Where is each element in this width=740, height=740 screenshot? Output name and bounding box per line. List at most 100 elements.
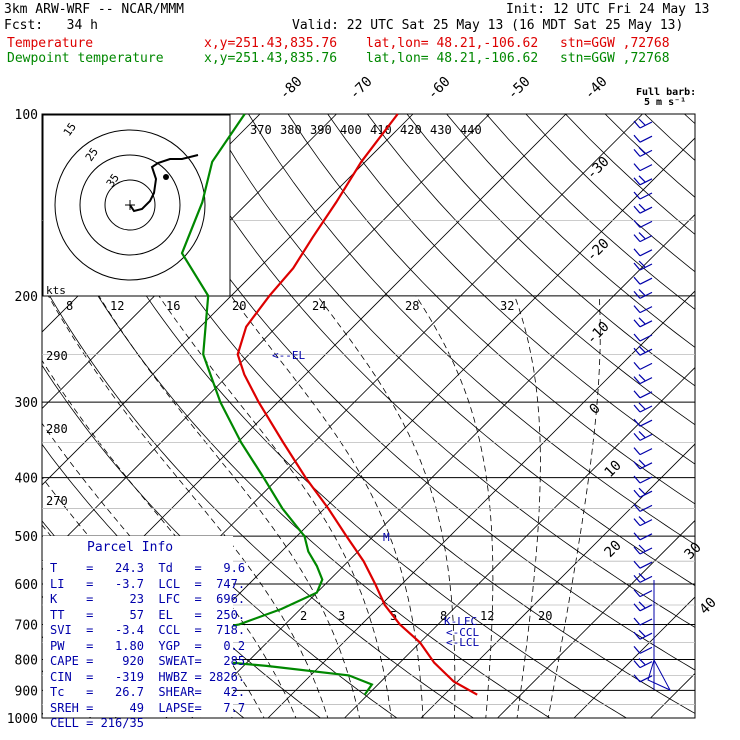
wind-barb [633, 601, 653, 612]
isotherm-line [42, 114, 414, 486]
wind-barb [633, 203, 653, 214]
parcel-info-row: K = 23 LFC = 696. [50, 592, 246, 606]
wind-barb [633, 418, 653, 427]
wind-barb [633, 589, 653, 598]
wind-barb [633, 146, 653, 157]
hodograph-ring-label: 15 [61, 120, 79, 138]
theta-label: 290 [46, 349, 68, 363]
wind-barb [633, 532, 653, 541]
wind-barb [633, 674, 653, 683]
isotherm-line [191, 213, 695, 718]
parcel-info-title: Parcel Info [87, 540, 174, 555]
wind-barb [633, 260, 653, 271]
pressure-label: 100 [15, 108, 38, 123]
moist-adiabat [158, 295, 392, 718]
pressure-label: 600 [15, 578, 38, 593]
parcel-level-annotation: <-LCL [446, 636, 479, 649]
dry-adiabat [129, 114, 695, 671]
theta-label: 270 [46, 494, 68, 508]
dry-adiabat [0, 114, 27, 731]
dry-adiabat [89, 114, 695, 714]
theta-e-label: 380 [280, 123, 302, 137]
init-time: Init: 12 UTC Fri 24 May 13 [506, 2, 710, 17]
hodograph-storm-marker [163, 174, 169, 180]
temperature-profile [236, 113, 478, 696]
dry-adiabat [485, 114, 695, 310]
theta-e-label: 400 [340, 123, 362, 137]
temperature-xy: x,y=251.43,835.76 [204, 36, 338, 51]
isotherm-line [42, 114, 337, 410]
temperature-latlon: lat,lon= 48.21,-106.62 [366, 36, 539, 51]
pressure-label: 700 [15, 618, 38, 633]
moist-adiabat [316, 295, 456, 718]
temperature-tick-label: -80 [277, 74, 306, 103]
wind-barb [633, 288, 653, 299]
valid-time: Valid: 22 UTC Sat 25 May 13 (16 MDT Sat … [292, 18, 684, 33]
wind-barb [633, 516, 653, 527]
hodograph-ring-label: 25 [83, 145, 101, 163]
hodograph-ring [104, 179, 156, 231]
dry-adiabat [248, 114, 695, 545]
mixing-ratio-label: 8 [440, 609, 447, 623]
theta-e-label: 440 [460, 123, 482, 137]
wind-barb [633, 560, 653, 569]
isotherm-line [267, 290, 695, 718]
model-title: 3km ARW-WRF -- NCAR/MMM [4, 2, 185, 17]
wind-barb [633, 175, 653, 186]
wind-barb [633, 191, 653, 200]
moist-adiabat [47, 295, 329, 718]
dry-adiabat [168, 114, 695, 628]
wind-barb [633, 374, 653, 385]
wind-barb [633, 447, 653, 456]
wind-barb [633, 362, 653, 370]
pressure-label: 500 [15, 530, 38, 545]
parcel-info-row: CAPE = 920 SWEAT= 285 [50, 654, 246, 668]
forecast-hour: Fcst: 34 h [4, 18, 98, 33]
theta-e-label: 390 [310, 123, 332, 137]
mixing-ratio-label: 28 [405, 299, 419, 313]
mixing-ratio-label: 2 [300, 609, 307, 623]
mixing-ratio-label: 8 [66, 299, 73, 313]
moist-adiabat [42, 359, 297, 718]
wind-barb [633, 118, 653, 129]
parcel-info-box [43, 536, 233, 717]
pressure-label: 400 [15, 472, 38, 487]
temperature-tick-label: 0 [587, 401, 604, 418]
mixing-ratio-label: 20 [538, 609, 552, 623]
isotherm-line [344, 366, 695, 718]
hodograph-ring [54, 129, 206, 281]
temperature-station: stn=GGW ,72768 [560, 36, 670, 51]
dry-adiabat [50, 114, 628, 718]
wind-barb [633, 345, 653, 356]
parcel-level-annotation: <--EL [272, 349, 305, 362]
wind-barb [633, 134, 653, 143]
pressure-label: 800 [15, 653, 38, 668]
dry-adiabat [724, 114, 740, 731]
mid-level-marker: M [383, 531, 390, 544]
isotherm-line [420, 443, 695, 718]
hodograph-unit: kts [46, 284, 66, 297]
wind-barb [633, 504, 653, 512]
mixing-ratio-label: 32 [500, 299, 514, 313]
theta-label: 280 [46, 422, 68, 436]
wind-barb [633, 572, 653, 583]
parcel-info-row: LI = -3.7 LCL = 747. [50, 576, 246, 591]
wind-barb [633, 163, 653, 172]
dewpoint-latlon: lat,lon= 48.21,-106.62 [366, 51, 539, 66]
parcel-info-row: SVI = -3.4 CCL = 718. [50, 623, 246, 637]
parcel-info-row: T = 24.3 Td = 9.6 [50, 561, 246, 575]
hodograph-ring [79, 154, 181, 256]
surface-wind-barb [647, 658, 672, 692]
parcel-info-row: Tc = 26.7 SHEAR= 42. [50, 685, 246, 699]
wind-barb [633, 544, 653, 555]
temperature-tick-label: 30 [682, 540, 705, 563]
wind-barb [633, 317, 653, 328]
wind-barb [633, 487, 653, 498]
mixing-ratio-label: 24 [312, 299, 326, 313]
temperature-tick-label: -60 [425, 74, 454, 103]
hodograph-box [42, 114, 231, 297]
dry-adiabat [327, 114, 695, 465]
temperature-tick-label: -50 [505, 74, 534, 103]
temperature-tick-label: 20 [602, 538, 625, 561]
dry-adiabat [446, 114, 695, 348]
